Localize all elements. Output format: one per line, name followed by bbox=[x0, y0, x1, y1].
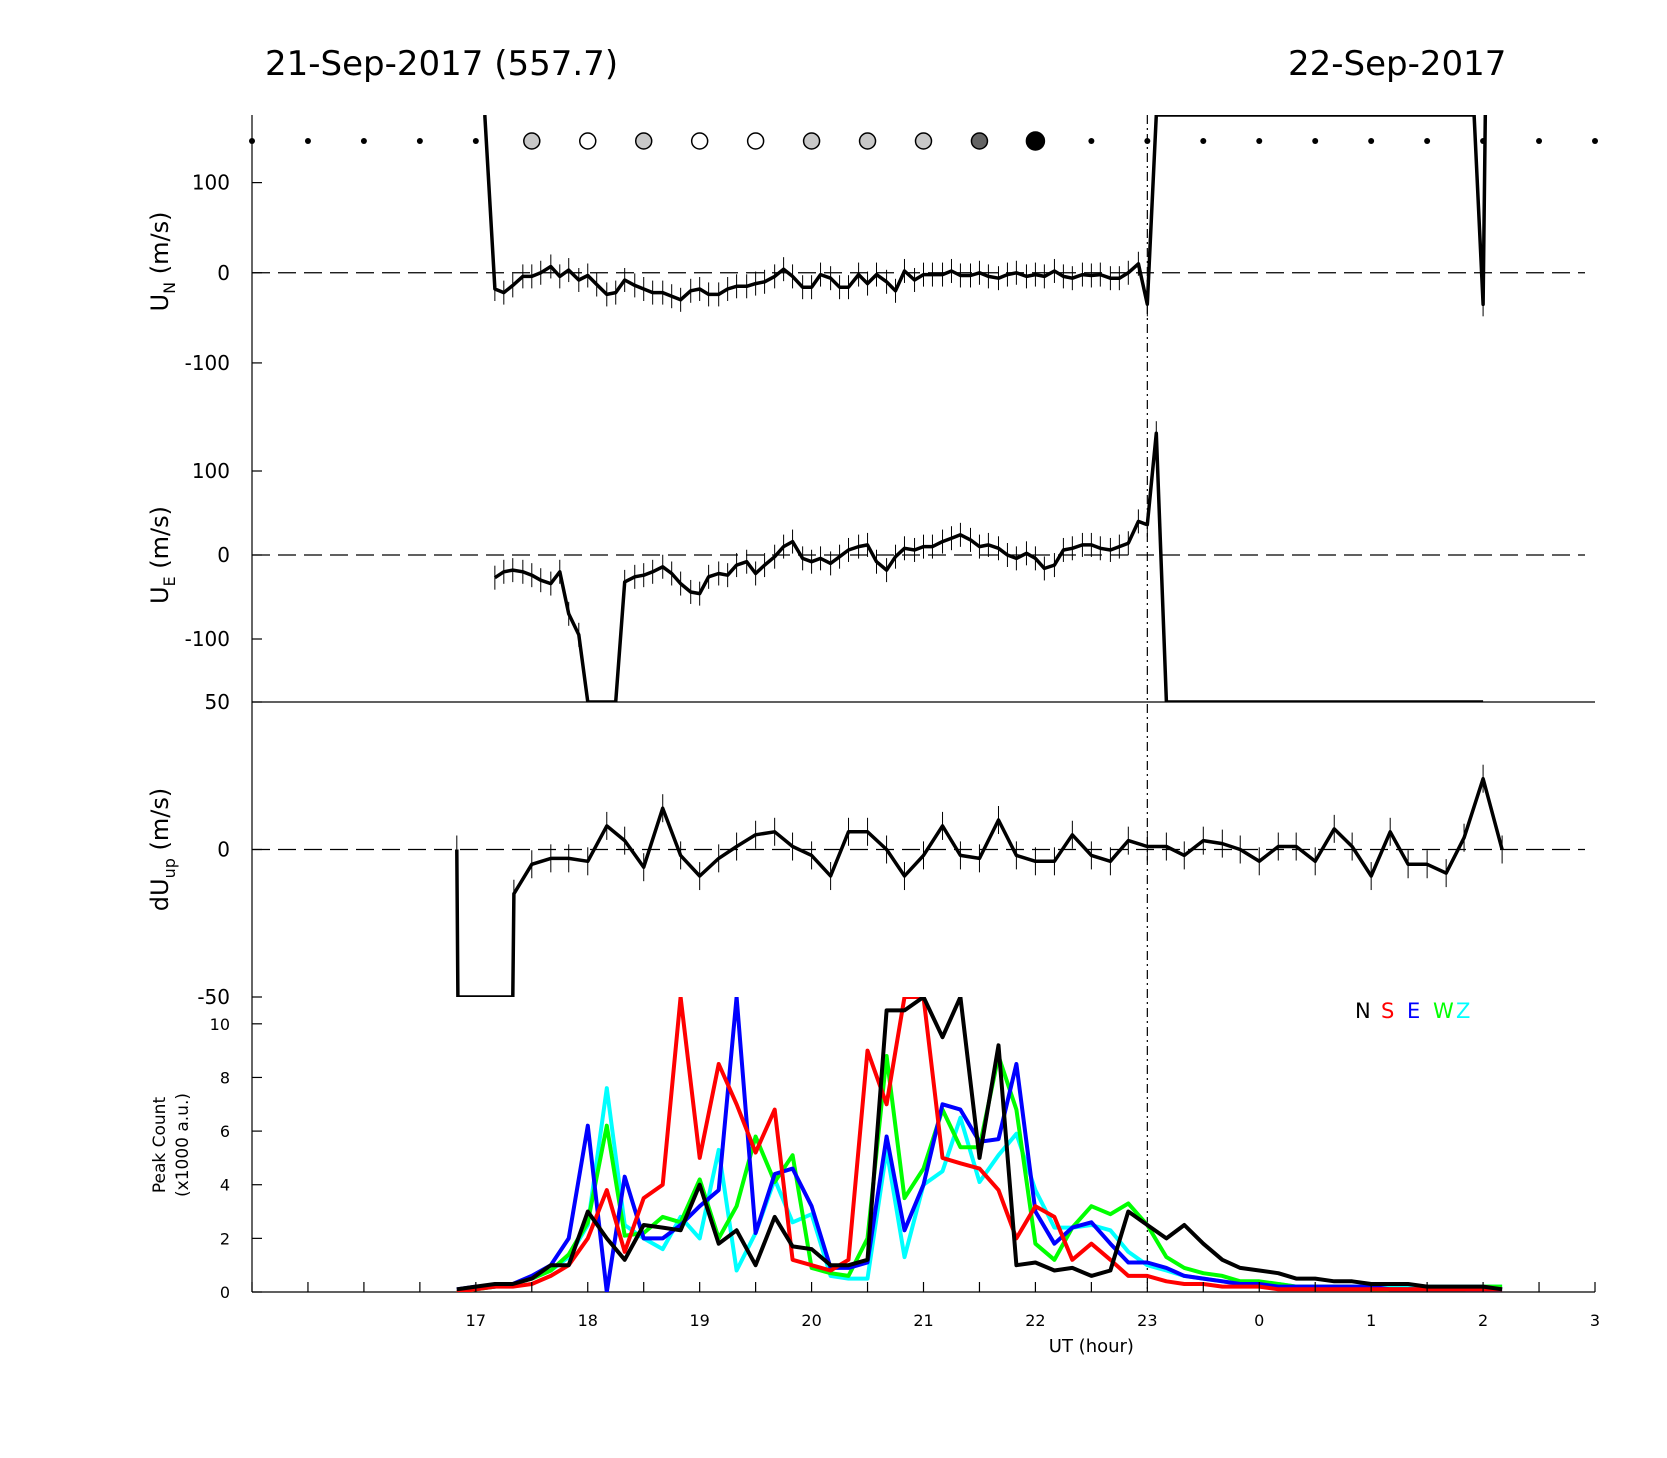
sky-dot-marker bbox=[1312, 138, 1319, 144]
UN-ylabel-unit: (m/s) bbox=[146, 212, 174, 282]
legend-entry-Z: Z bbox=[1456, 999, 1470, 1023]
sky-marker-grey bbox=[634, 132, 653, 150]
peak-ytick-label: 6 bbox=[220, 1122, 230, 1141]
sky-marker-white bbox=[746, 132, 765, 150]
peak-ytick-label: 8 bbox=[220, 1068, 230, 1087]
UN-ylabel-main: U bbox=[146, 294, 174, 312]
peak-xtick-label: 17 bbox=[466, 1311, 486, 1330]
sky-dot-marker bbox=[416, 138, 423, 144]
dUup-ylabel-main: dU bbox=[146, 878, 174, 911]
dUup-ytick-label: 0 bbox=[217, 838, 230, 862]
peak-ytick-label: 2 bbox=[220, 1229, 230, 1248]
title-left: 21-Sep-2017 (557.7) bbox=[265, 44, 619, 84]
peak-series-group bbox=[456, 997, 1503, 1292]
UE-ylabel-main: U bbox=[146, 586, 174, 604]
dUup-ylabel: dUup (m/s) bbox=[146, 788, 179, 911]
peak-xlabel: UT (hour) bbox=[1049, 1336, 1134, 1357]
sky-marker-black bbox=[1025, 131, 1046, 151]
peak-xtick-label: 20 bbox=[801, 1311, 821, 1330]
peak-xtick-label: 1 bbox=[1366, 1311, 1376, 1330]
sky-dot-marker bbox=[1368, 138, 1375, 144]
peak-ytick-label: 10 bbox=[210, 1015, 230, 1034]
dUup-line bbox=[455, 776, 1504, 997]
sky-dot-marker bbox=[1144, 138, 1151, 144]
UN-ytick-label: 0 bbox=[217, 261, 230, 285]
sky-marker-grey bbox=[523, 132, 541, 150]
sky-dot-marker bbox=[1592, 138, 1598, 144]
UN-line bbox=[483, 115, 1488, 307]
sky-dot-marker bbox=[304, 138, 311, 144]
UE-line bbox=[493, 431, 1484, 702]
sky-dot-marker bbox=[1088, 138, 1095, 144]
sky-marker-grey bbox=[914, 132, 933, 150]
UE-ytick-label: 100 bbox=[192, 459, 230, 483]
legend-entry-W: W bbox=[1433, 999, 1454, 1023]
peak-xtick-label: 18 bbox=[578, 1311, 598, 1330]
sky-marker-white bbox=[690, 132, 709, 150]
sky-marker-grey bbox=[802, 132, 821, 150]
peak-xtick-label: 2 bbox=[1478, 1311, 1488, 1330]
sky-dot-marker bbox=[249, 138, 255, 144]
sky-dot-marker bbox=[1424, 138, 1431, 144]
peak-ylabel: Peak Count bbox=[150, 1097, 170, 1194]
title-right: 22-Sep-2017 bbox=[1288, 44, 1507, 84]
dUup-ylabel-sub: up bbox=[160, 858, 179, 878]
dUup-ylabel-unit: (m/s) bbox=[146, 788, 174, 858]
UN-group bbox=[483, 115, 1488, 317]
peak-xtick-label: 3 bbox=[1590, 1311, 1600, 1330]
peak-xtick-label: 0 bbox=[1254, 1311, 1264, 1330]
UE-ytick-label: 0 bbox=[217, 543, 230, 567]
UN-ylabel: UN (m/s) bbox=[146, 212, 179, 312]
peak-ytick-label: 0 bbox=[220, 1283, 230, 1302]
UE-ylabel-unit: (m/s) bbox=[146, 506, 174, 576]
sky-dot-marker bbox=[1536, 138, 1543, 144]
sky-dot-marker bbox=[1200, 138, 1207, 144]
peak-xtick-label: 23 bbox=[1137, 1311, 1157, 1330]
peak-ylabel2: (x1000 a.u.) bbox=[173, 1093, 193, 1197]
legend-entry-S: S bbox=[1381, 999, 1394, 1023]
sky-dot-marker bbox=[360, 138, 367, 144]
UE-ytick-label: -100 bbox=[185, 627, 230, 651]
sky-marker-dark bbox=[970, 132, 989, 150]
peak-xtick-label: 22 bbox=[1025, 1311, 1045, 1330]
peak-xtick-label: 19 bbox=[689, 1311, 709, 1330]
sky-marker-grey bbox=[858, 132, 877, 150]
legend-entry-N: N bbox=[1355, 999, 1371, 1023]
legend-entry-E: E bbox=[1407, 999, 1420, 1023]
dUup-ytick-label: 50 bbox=[205, 690, 230, 714]
peak-line-S bbox=[456, 997, 1503, 1292]
UN-ylabel-sub: N bbox=[160, 282, 179, 294]
dUup-ytick-label: -50 bbox=[197, 985, 230, 1009]
peak-line-Z bbox=[456, 1086, 1503, 1292]
sky-marker-white bbox=[579, 132, 597, 150]
dUup-group bbox=[455, 764, 1504, 997]
UN-ytick-label: -100 bbox=[185, 351, 230, 375]
UE-group bbox=[493, 421, 1484, 702]
UE-ylabel-sub: E bbox=[160, 576, 179, 586]
peak-line-N bbox=[456, 997, 1503, 1292]
UN-ytick-label: 100 bbox=[192, 171, 230, 195]
peak-ytick-label: 4 bbox=[220, 1176, 230, 1195]
sky-dot-marker bbox=[1256, 138, 1263, 144]
peak-xtick-label: 21 bbox=[913, 1311, 933, 1330]
UE-ylabel: UE (m/s) bbox=[146, 506, 179, 604]
sky-dot-marker bbox=[472, 138, 479, 144]
